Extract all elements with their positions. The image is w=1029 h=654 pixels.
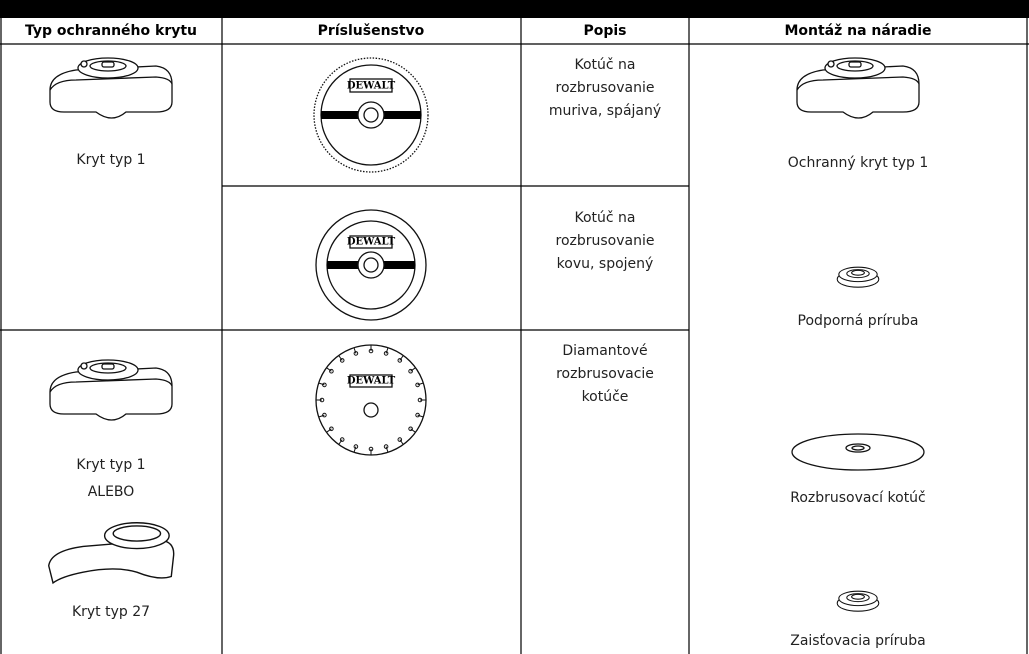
flange-illustration (836, 266, 880, 288)
mounting-label: Ochranný kryt typ 1 (788, 155, 929, 171)
disc-slot (338, 439, 343, 445)
mounting-label: Rozbrusovací kotúč (790, 490, 926, 506)
guard-illustration (796, 57, 920, 119)
disc-slot (417, 382, 424, 386)
description-line: kotúče (582, 389, 629, 405)
guard-label: Kryt typ 27 (72, 604, 150, 620)
guard-label: ALEBO (88, 484, 135, 500)
description-line: Diamantové (562, 343, 647, 359)
disc-slot (385, 446, 389, 453)
description-line: muriva, spájaný (549, 103, 661, 119)
brand-logo: DEWALT (347, 376, 396, 387)
description-line: Kotúč na (574, 57, 635, 73)
guard-illustration (48, 522, 175, 584)
flange-illustration (836, 590, 880, 612)
guard-illustration (49, 57, 173, 119)
column-header: Popis (583, 23, 626, 39)
column-header: Príslušenstvo (318, 23, 425, 39)
mounting-label: Zaisťovacia príruba (790, 633, 926, 649)
disc-illustration: DEWALT (315, 209, 427, 321)
disc-illustration: DEWALT (315, 344, 427, 456)
mounting-label: Podporná príruba (798, 313, 919, 329)
guard-label: Kryt typ 1 (76, 152, 145, 168)
description-line: Kotúč na (574, 210, 635, 226)
guard-label: Kryt typ 1 (76, 457, 145, 473)
disc-slot (399, 355, 404, 361)
column-header: Typ ochranného krytu (25, 23, 197, 39)
disc-slot (326, 428, 332, 433)
disc-slot (318, 382, 325, 386)
title-bar (0, 0, 1029, 18)
description-line: rozbrusovacie (556, 366, 654, 382)
disc-slot (410, 367, 416, 372)
disc-slot (338, 355, 343, 361)
description-line: rozbrusovanie (556, 233, 655, 249)
description-line: kovu, spojený (557, 256, 654, 272)
disc-slot (410, 428, 416, 433)
disc-illustration: DEWALT (313, 57, 429, 173)
brand-logo: DEWALT (347, 237, 396, 248)
table-grid (0, 18, 1029, 654)
disc-slot (417, 414, 424, 418)
column-header: Montáž na náradie (784, 23, 931, 39)
disc-illustration (791, 433, 925, 471)
disc-slot (353, 347, 357, 354)
descriptions: Kotúč na rozbrusovanie muriva, spájaný Kotú… (549, 57, 661, 405)
disc-slot (385, 347, 389, 354)
disc-slot (326, 367, 332, 372)
disc-slot (353, 446, 357, 453)
brand-logo: DEWALT (347, 81, 396, 92)
disc-slot (318, 414, 325, 418)
disc-slot (399, 439, 404, 445)
guard-illustration (49, 359, 173, 421)
description-line: rozbrusovanie (556, 80, 655, 96)
